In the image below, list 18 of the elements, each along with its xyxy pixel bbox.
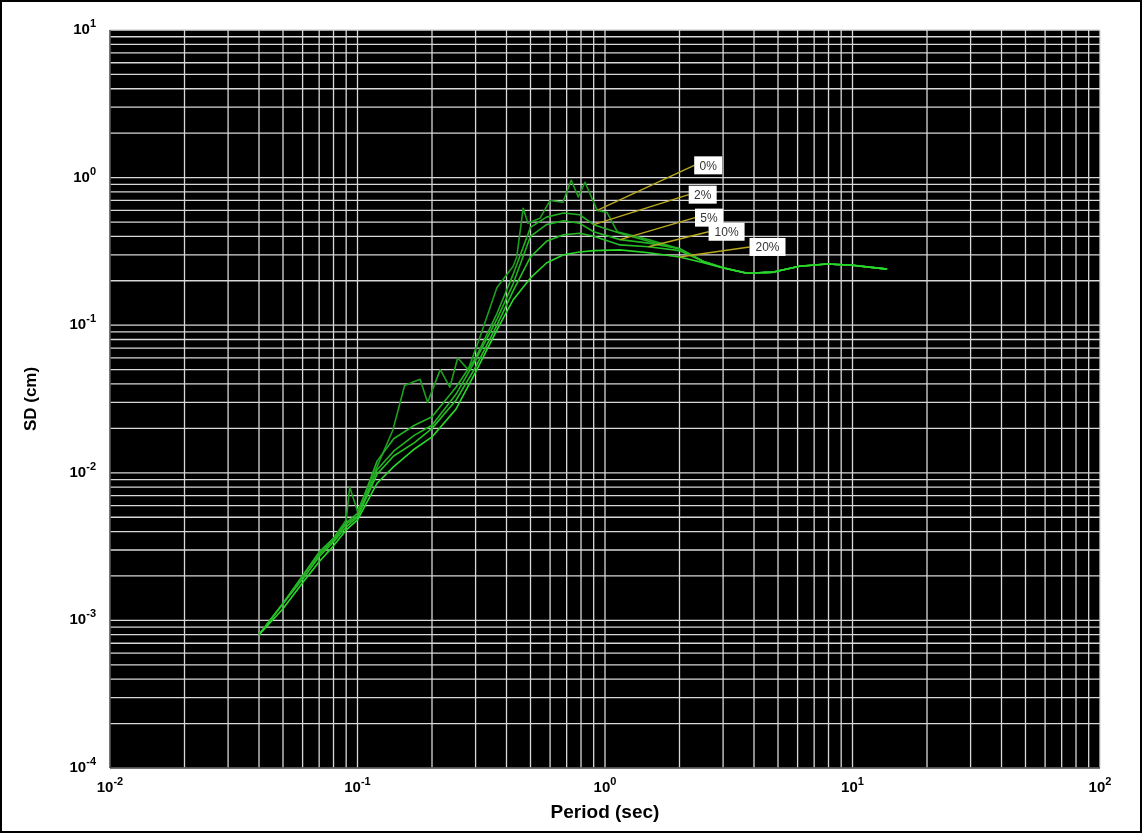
text: 0%	[699, 158, 718, 173]
y-tick-label: 10$^{-2}$	[69, 459, 96, 480]
x-tick-label: 10$^{0}$	[593, 774, 617, 795]
series-label: 20%	[755, 240, 780, 255]
text: 2%	[694, 187, 712, 202]
x-tick-label: 10$^{2}$	[1088, 774, 1112, 795]
x-tick-label: 10$^{-1}$	[344, 774, 371, 795]
x-axis-title: Period (sec)	[550, 801, 660, 822]
text: 5%	[700, 210, 719, 225]
y-axis-title: SD (cm)	[21, 366, 41, 432]
text: 10%	[714, 224, 739, 239]
y-tick-label: 10$^{-4}$	[69, 754, 97, 775]
y-tick-label: 10$^{-3}$	[69, 607, 96, 628]
x-tick-label: 10$^{1}$	[841, 774, 864, 795]
y-tick-label: 10$^{0}$	[73, 164, 96, 185]
y-tick-label: 10$^{1}$	[73, 16, 96, 37]
x-tick-label: 10$^{-2}$	[96, 774, 124, 795]
y-tick-label: 10$^{-1}$	[69, 312, 96, 333]
